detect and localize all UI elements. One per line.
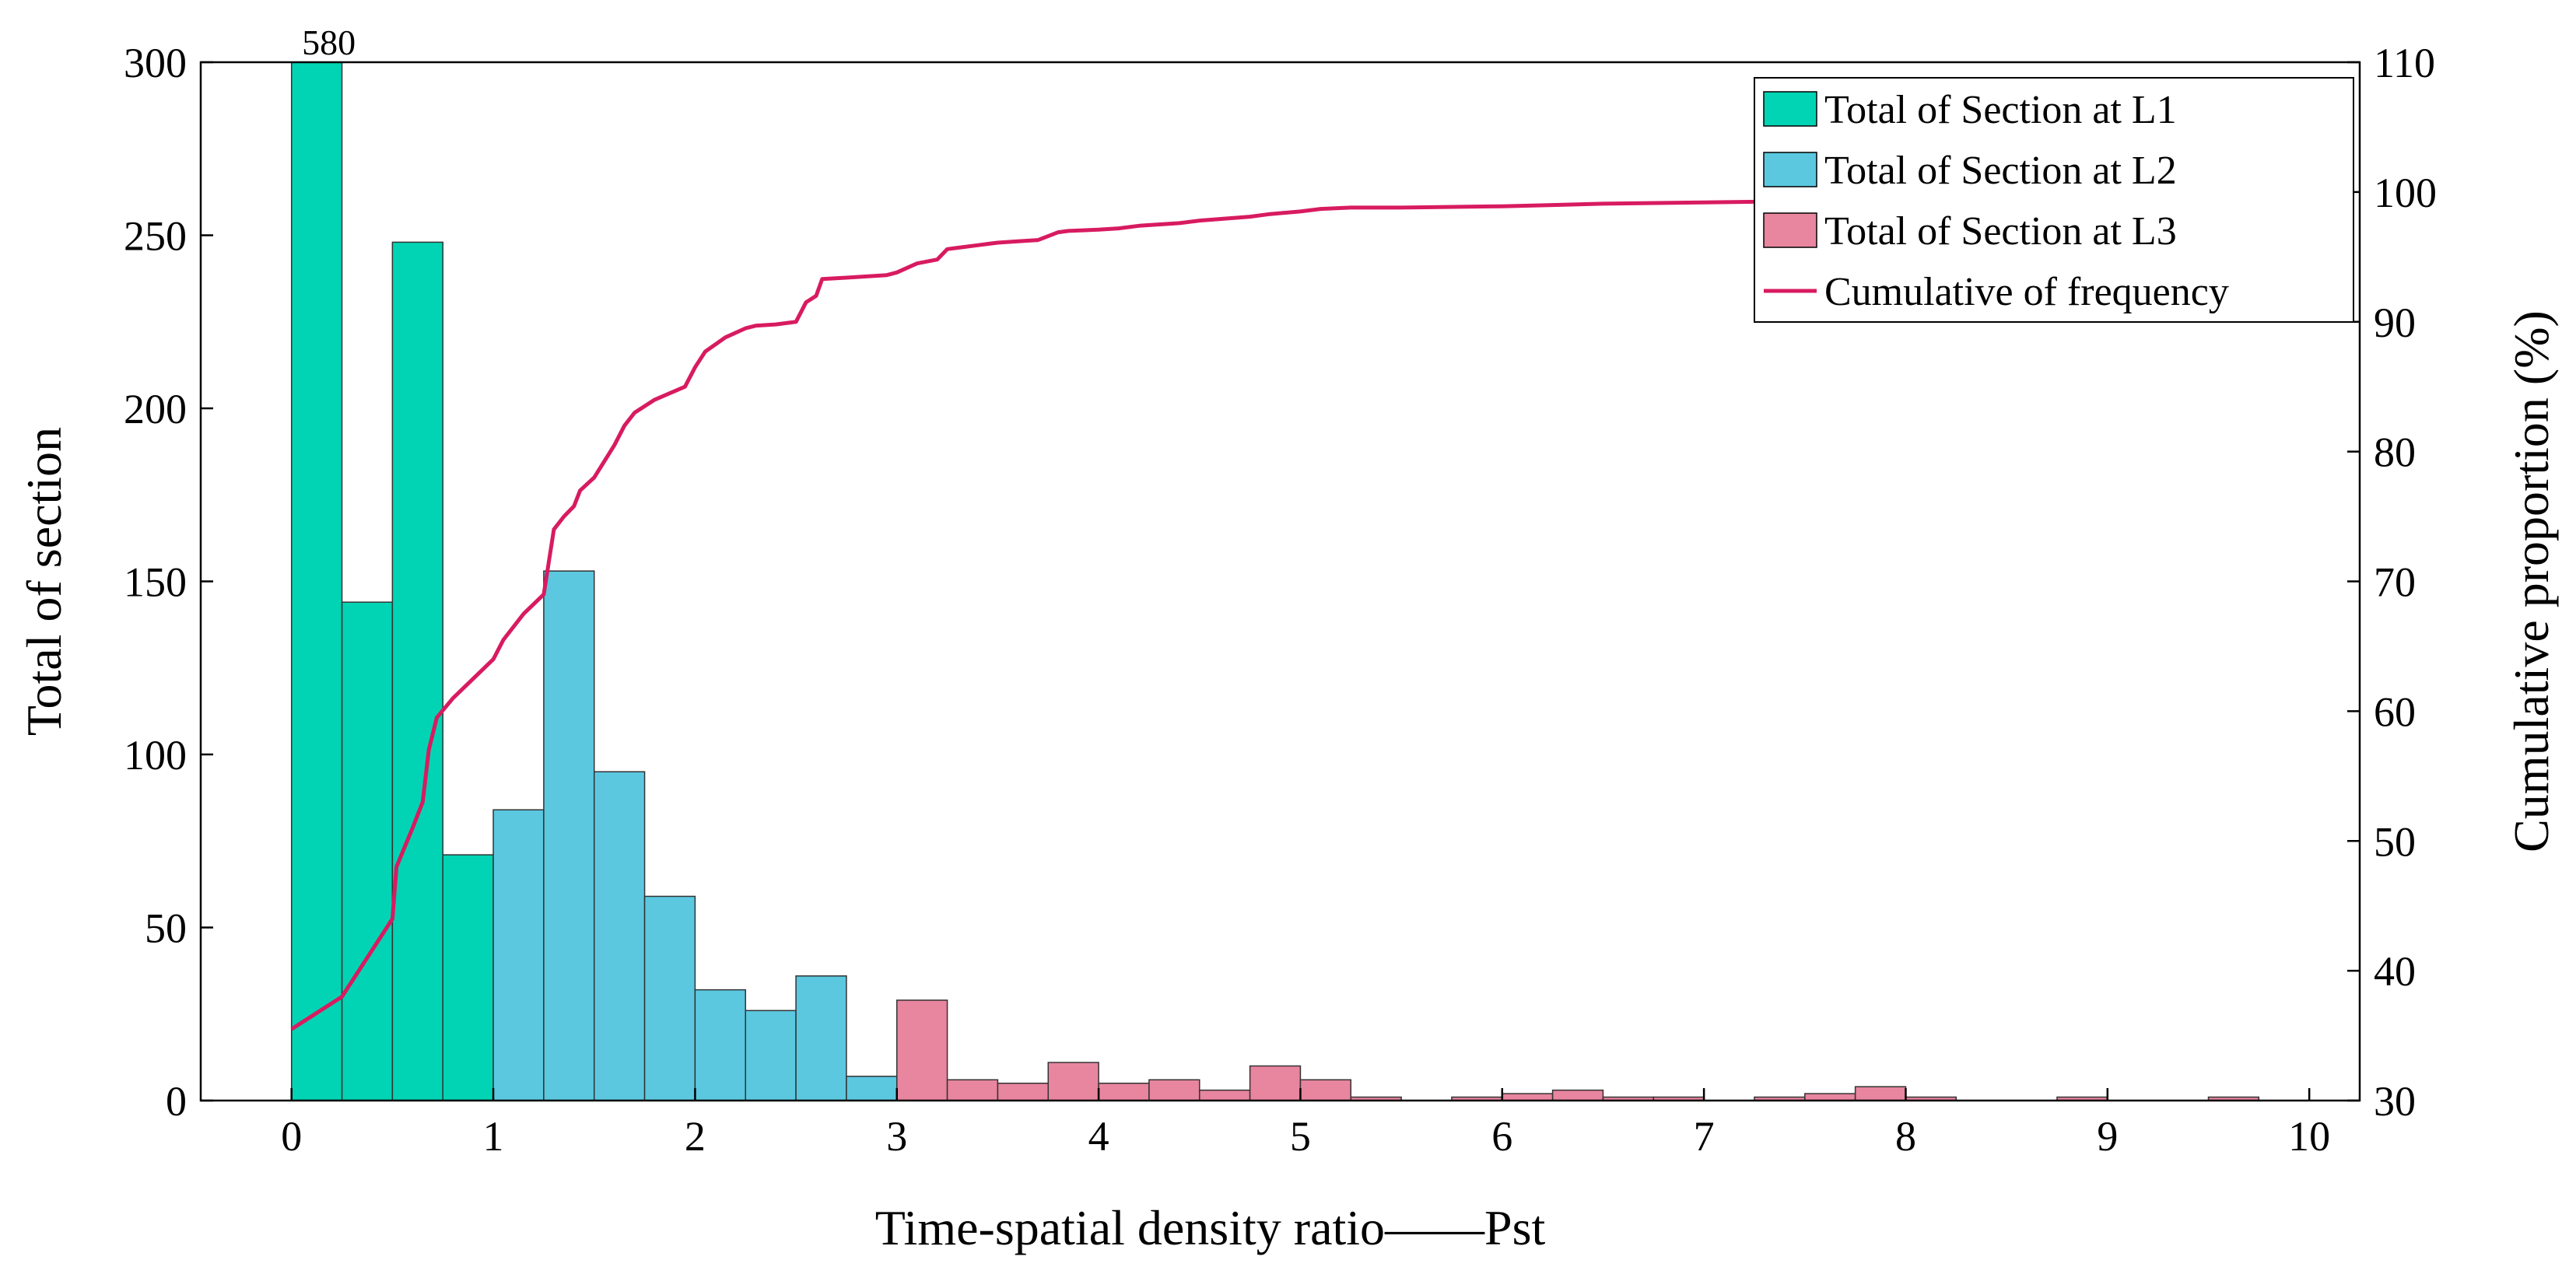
legend-label-l1: Total of Section at L1 [1824,88,2177,132]
y-tick-label-0: 0 [166,1078,187,1125]
x-tick-label-8: 8 [1895,1113,1916,1160]
y-tick-label-1: 50 [145,905,187,952]
y2-tick-label-1: 40 [2374,948,2416,995]
y-axis-right: 30 40 50 60 70 80 90 100 110 [2347,40,2437,1125]
y-axis-left: 0 50 100 150 200 250 300 [124,40,213,1125]
bar-l3-17 [1854,1086,1907,1101]
x-axis: 0 1 2 3 4 5 6 7 8 9 10 [281,1088,2330,1160]
bar-l3-11 [1502,1093,1554,1101]
bar-l2-7 [846,1076,898,1101]
x-tick-label-3: 3 [886,1113,907,1160]
y-tick-label-3: 150 [124,559,187,606]
bar-l2-2 [593,771,646,1101]
bar-l3-4 [1098,1083,1150,1101]
bar-l3-16 [1804,1093,1856,1101]
y2-tick-label-0: 30 [2374,1078,2416,1125]
y2-tick-label-6: 90 [2374,299,2416,346]
x-tick-label-5: 5 [1290,1113,1311,1160]
bar-l3-1 [946,1079,999,1101]
x-tick-label-7: 7 [1694,1113,1715,1160]
legend-box [1754,77,2354,323]
bars-layer [290,61,2260,1101]
y-tick-label-4: 200 [124,386,187,432]
bar-l2-4 [694,989,746,1101]
x-tick-label-0: 0 [281,1113,302,1160]
bar-l3-5 [1148,1079,1200,1101]
legend-label-l3: Total of Section at L3 [1824,209,2177,254]
x-axis-title: Time-spatial density ratio——Pst [875,1200,1546,1255]
y2-axis-title: Cumulative proportion (%) [2504,310,2559,852]
y-tick-label-2: 100 [124,732,187,779]
bar-l2-1 [543,570,595,1101]
cumulative-line [290,190,2259,1031]
bar-l2-6 [795,975,847,1101]
bar-l3-3 [1047,1062,1099,1101]
bar-l2-3 [643,895,696,1101]
bar-l1-3 [442,854,494,1101]
legend-swatch-l3 [1763,212,1817,248]
y2-tick-label-4: 70 [2374,559,2416,606]
legend-swatch-l2 [1763,152,1817,187]
y2-tick-label-3: 60 [2374,688,2416,735]
bar-l1-2 [391,241,443,1101]
y-tick-label-6: 300 [124,40,187,86]
x-tick-label-1: 1 [483,1113,504,1160]
bar-l3-7 [1249,1065,1302,1101]
x-tick-label-6: 6 [1491,1113,1512,1160]
x-tick-label-9: 9 [2097,1113,2118,1160]
bar-l2-5 [745,1010,797,1101]
y2-tick-label-7: 100 [2374,170,2437,216]
x-tick-label-2: 2 [685,1113,706,1160]
x-tick-label-10: 10 [2288,1113,2330,1160]
bar-l1-1 [341,601,394,1101]
y2-tick-label-2: 50 [2374,818,2416,865]
legend-label-l2: Total of Section at L2 [1824,149,2177,193]
legend-label-cumulative: Cumulative of frequency [1824,270,2229,314]
bar-l3-2 [997,1083,1050,1101]
bar-l2-0 [492,809,545,1101]
y2-tick-label-5: 80 [2374,429,2416,476]
legend: Total of Section at L1 Total of Section … [1754,77,2354,323]
x-tick-label-4: 4 [1088,1113,1109,1160]
cumulative-line-layer [290,190,2259,1031]
bar-l3-8 [1299,1079,1352,1101]
legend-swatch-l1 [1763,91,1817,127]
bar-overflow-annotation: 580 [302,23,356,62]
y-axis-title: Total of section [16,427,72,736]
bar-l3-6 [1199,1089,1251,1101]
bar-l3-0 [895,999,948,1101]
bar-l1-0 [290,61,343,1101]
bar-l3-12 [1551,1089,1604,1101]
y2-tick-label-8: 110 [2374,40,2435,86]
y-tick-label-5: 250 [124,213,187,260]
